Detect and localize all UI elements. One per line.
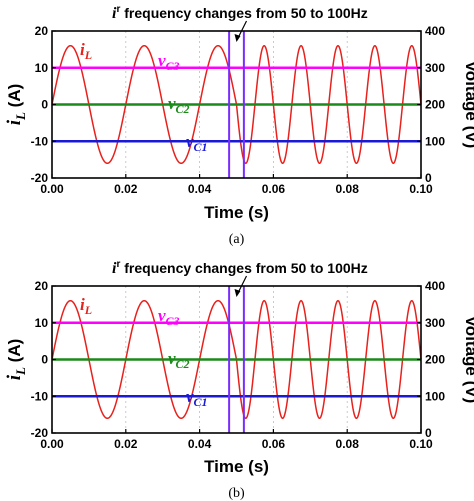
series-label-sub: C2 [176, 357, 190, 371]
series-label-v-c1: vC1 [186, 387, 208, 409]
y-left-tick-label: 0 [41, 353, 48, 367]
chart-panel-2: 0.00 0.02 0.04 0.06 0.08 0.10-20-100102001002… [4, 259, 474, 501]
series-label-v-c2: vC2 [168, 94, 190, 116]
y-left-title-main: i [4, 374, 25, 380]
y-left-tick-label: 10 [35, 61, 49, 75]
series-label-sub: C3 [166, 314, 180, 328]
x-tick-label: 0.00 [40, 437, 64, 451]
y-left-title-main: i [4, 119, 25, 125]
y-left-tick-label: 20 [35, 24, 49, 38]
series-label-main: v [186, 132, 194, 151]
y-left-axis-title: iL (A) [4, 84, 28, 126]
annotation-arrow-head [234, 34, 241, 42]
y-left-tick-label: 0 [41, 98, 48, 112]
y-left-tick-label: -20 [31, 171, 49, 185]
y-left-tick-label: -10 [31, 389, 49, 403]
y-right-tick-label: 400 [425, 24, 445, 38]
series-label-main: i [80, 295, 85, 314]
series-label-sub: L [84, 303, 92, 317]
series-label-sub: C1 [194, 140, 208, 154]
series-label-sub: L [84, 48, 92, 62]
x-axis-title: Time (s) [204, 203, 269, 222]
chart-panel-1: 0.00 0.02 0.04 0.06 0.08 0.10-20-100102001002… [4, 4, 474, 247]
x-tick-label: 0.10 [409, 182, 433, 196]
y-right-axis-title: Voltage (V) [462, 61, 474, 149]
series-label-v-c3: vC3 [158, 51, 180, 73]
series-label-sub: C1 [194, 395, 208, 409]
series-label-sub: C2 [176, 102, 190, 116]
series-label-i-l: iL [80, 40, 92, 62]
series-label-v-c2: vC2 [168, 349, 190, 371]
y-left-title-sub: L [13, 112, 28, 121]
y-right-tick-label: 100 [425, 389, 445, 403]
series-label-main: v [186, 387, 194, 406]
series-label-v-c1: vC1 [186, 132, 208, 154]
y-right-tick-label: 0 [425, 171, 432, 185]
x-tick-label: 0.02 [114, 182, 138, 196]
y-right-tick-label: 300 [425, 61, 445, 75]
panel-caption: (b) [228, 486, 245, 501]
y-right-tick-label: 200 [425, 353, 445, 367]
y-left-tick-label: 10 [35, 316, 49, 330]
y-left-tick-label: -20 [31, 426, 49, 440]
y-left-title-sub: L [13, 367, 28, 376]
y-right-tick-label: 0 [425, 426, 432, 440]
x-tick-label: 0.06 [262, 182, 286, 196]
series-label-sub: C3 [166, 59, 180, 73]
x-tick-label: 0.08 [336, 437, 360, 451]
y-right-tick-label: 300 [425, 316, 445, 330]
x-tick-label: 0.10 [409, 437, 433, 451]
series-label-main: v [158, 306, 166, 325]
y-left-tick-label: 20 [35, 279, 49, 293]
annotation-rest: frequency changes from 50 to 100Hz [120, 5, 367, 21]
annotation-i: i [112, 260, 117, 277]
series-label-main: v [168, 349, 176, 368]
x-axis-title: Time (s) [204, 457, 269, 476]
annotation-i: i [112, 5, 117, 22]
annotation-arrow-head [234, 289, 241, 297]
x-tick-label: 0.04 [188, 182, 212, 196]
y-right-tick-label: 400 [425, 279, 445, 293]
x-tick-label: 0.00 [40, 182, 64, 196]
x-tick-label: 0.04 [188, 437, 212, 451]
y-left-title-unit: (A) [5, 339, 24, 367]
x-tick-label: 0.08 [336, 182, 360, 196]
y-right-tick-label: 100 [425, 134, 445, 148]
x-tick-label: 0.06 [262, 437, 286, 451]
series-label-v-c3: vC3 [158, 306, 180, 328]
y-right-axis-title: Voltage (V) [462, 316, 474, 404]
panel-caption: (a) [229, 232, 245, 247]
y-right-tick-label: 200 [425, 98, 445, 112]
y-left-tick-label: -10 [31, 134, 49, 148]
y-left-axis-title: iL (A) [4, 339, 28, 381]
series-label-main: i [80, 40, 85, 59]
y-left-title-unit: (A) [5, 84, 24, 112]
series-label-main: v [158, 51, 166, 70]
annotation-text: ir frequency changes from 50 to 100Hz [112, 259, 368, 277]
annotation-rest: frequency changes from 50 to 100Hz [120, 260, 367, 276]
annotation-text: ir frequency changes from 50 to 100Hz [112, 4, 368, 22]
annotation-sup: r [116, 259, 120, 270]
annotation-sup: r [116, 4, 120, 15]
x-tick-label: 0.02 [114, 437, 138, 451]
series-label-main: v [168, 94, 176, 113]
series-label-i-l: iL [80, 295, 92, 317]
